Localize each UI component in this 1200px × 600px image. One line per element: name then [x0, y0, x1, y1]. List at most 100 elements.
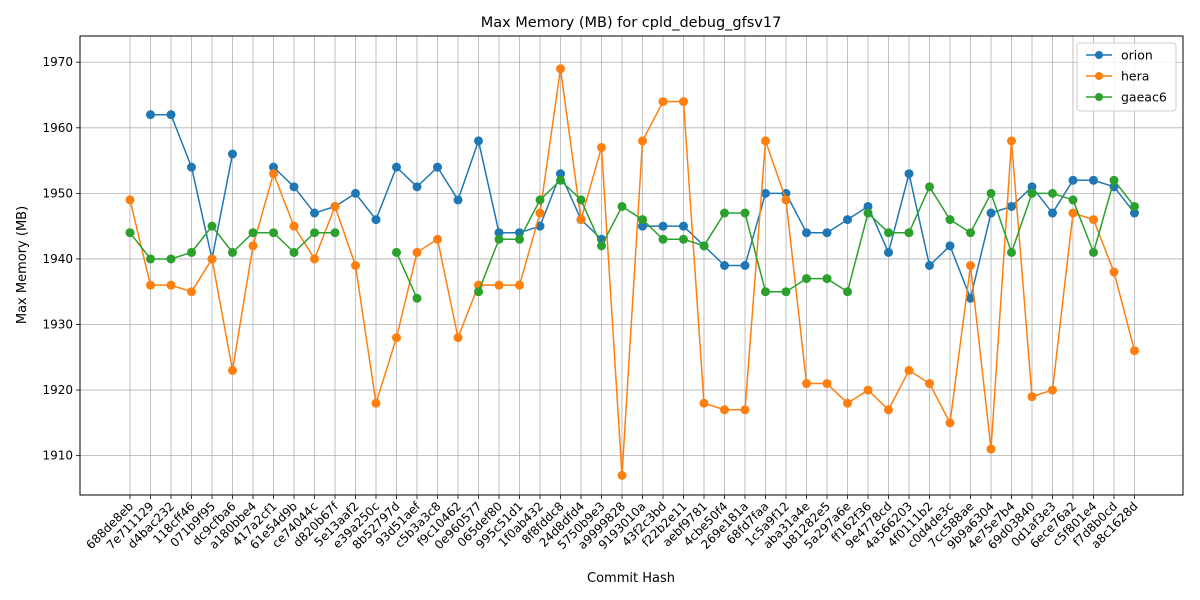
- data-point-hera: [310, 254, 319, 264]
- data-point-hera: [1068, 208, 1078, 218]
- data-point-orion: [1089, 175, 1098, 185]
- data-point-orion: [761, 188, 770, 198]
- data-point-hera: [699, 398, 709, 408]
- data-point-gaeac6: [658, 234, 668, 244]
- data-point-gaeac6: [1007, 247, 1016, 257]
- data-point-hera: [884, 405, 893, 415]
- legend-marker-hera: [1095, 72, 1103, 80]
- data-point-hera: [494, 280, 504, 290]
- y-tick-label: 1950: [42, 186, 73, 200]
- x-axis-label: Commit Hash: [587, 571, 675, 586]
- y-tick-label: 1910: [42, 449, 73, 463]
- legend-box: [1076, 42, 1177, 112]
- data-point-gaeac6: [474, 287, 483, 297]
- data-point-hera: [125, 195, 135, 205]
- data-point-gaeac6: [761, 287, 770, 297]
- data-point-hera: [289, 221, 299, 231]
- data-point-gaeac6: [269, 228, 278, 238]
- data-point-orion: [433, 162, 442, 172]
- data-point-hera: [1089, 215, 1098, 225]
- data-point-orion: [412, 182, 422, 192]
- data-point-hera: [781, 195, 791, 205]
- data-point-gaeac6: [576, 195, 586, 205]
- data-point-hera: [658, 97, 668, 107]
- data-point-hera: [802, 379, 811, 389]
- legend: orion hera gaeac6: [1076, 42, 1177, 112]
- data-point-orion: [679, 221, 688, 231]
- chart-title: Max Memory (MB) for cpld_debug_gfsv17: [481, 15, 782, 31]
- data-point-hera: [392, 333, 401, 343]
- y-tick-label: 1920: [42, 383, 73, 397]
- data-point-orion: [228, 149, 237, 159]
- data-point-orion: [187, 162, 196, 172]
- y-axis-label: Max Memory (MB): [15, 206, 30, 324]
- data-point-gaeac6: [884, 228, 893, 238]
- data-point-gaeac6: [207, 221, 217, 231]
- data-point-hera: [207, 254, 217, 264]
- data-point-hera: [248, 241, 258, 251]
- y-tick-label: 1960: [42, 121, 73, 135]
- data-point-orion: [1048, 208, 1057, 218]
- data-point-hera: [412, 247, 422, 257]
- data-point-hera: [945, 418, 955, 428]
- data-point-orion: [925, 261, 934, 270]
- data-point-gaeac6: [187, 247, 196, 257]
- plot-frame: [79, 35, 1184, 496]
- data-point-hera: [146, 280, 155, 290]
- data-point-gaeac6: [945, 215, 955, 225]
- data-point-gaeac6: [556, 175, 565, 185]
- data-point-gaeac6: [1130, 201, 1139, 211]
- data-point-hera: [822, 379, 832, 389]
- y-tick-label: 1940: [42, 252, 73, 266]
- data-point-gaeac6: [125, 228, 135, 238]
- data-point-orion: [453, 195, 463, 205]
- legend-label-orion: orion: [1121, 48, 1153, 63]
- data-point-hera: [453, 333, 463, 343]
- data-point-hera: [617, 470, 627, 480]
- data-point-gaeac6: [617, 201, 627, 211]
- data-point-hera: [556, 64, 565, 74]
- plot-area: [80, 36, 1183, 495]
- data-point-gaeac6: [1089, 247, 1098, 257]
- data-point-orion: [1068, 175, 1078, 185]
- data-point-gaeac6: [392, 247, 401, 257]
- data-point-gaeac6: [986, 188, 996, 198]
- data-point-orion: [843, 215, 852, 225]
- data-point-gaeac6: [412, 293, 422, 303]
- legend-marker-orion: [1095, 51, 1103, 59]
- data-point-orion: [351, 188, 360, 198]
- data-point-hera: [720, 405, 729, 415]
- data-point-orion: [474, 136, 483, 146]
- data-point-orion: [392, 162, 401, 172]
- data-point-hera: [1109, 267, 1119, 277]
- data-point-hera: [904, 365, 914, 375]
- data-point-orion: [146, 110, 155, 120]
- data-point-gaeac6: [289, 247, 299, 257]
- data-point-orion: [658, 221, 668, 231]
- data-point-gaeac6: [330, 228, 340, 238]
- series-layer: [125, 64, 1139, 480]
- legend-marker-gaeac6: [1095, 93, 1103, 101]
- data-point-hera: [269, 169, 278, 179]
- data-point-gaeac6: [802, 274, 811, 284]
- data-point-hera: [1130, 346, 1139, 356]
- data-point-gaeac6: [597, 241, 606, 251]
- data-point-hera: [925, 379, 934, 389]
- legend-label-hera: hera: [1121, 69, 1149, 84]
- data-point-orion: [310, 208, 319, 218]
- data-point-hera: [986, 444, 996, 454]
- data-point-gaeac6: [248, 228, 258, 238]
- data-point-hera: [1007, 136, 1016, 146]
- y-tick-label: 1970: [42, 55, 73, 69]
- data-point-gaeac6: [535, 195, 545, 205]
- data-point-gaeac6: [720, 208, 729, 218]
- data-point-hera: [166, 280, 176, 290]
- data-point-hera: [863, 385, 873, 395]
- data-point-gaeac6: [925, 182, 934, 192]
- data-point-gaeac6: [1068, 195, 1078, 205]
- data-point-hera: [597, 142, 606, 152]
- data-point-gaeac6: [679, 234, 688, 244]
- data-point-gaeac6: [146, 254, 155, 264]
- y-tick-label: 1930: [42, 318, 73, 332]
